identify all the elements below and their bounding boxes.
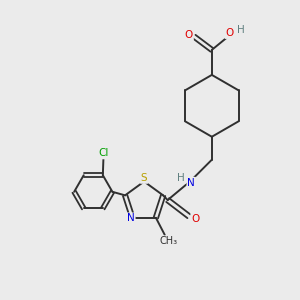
Text: CH₃: CH₃	[159, 236, 177, 246]
Text: N: N	[187, 178, 195, 188]
Text: H: H	[177, 173, 185, 183]
Text: H: H	[236, 25, 244, 35]
Text: O: O	[191, 214, 200, 224]
Text: N: N	[127, 213, 135, 223]
Text: S: S	[141, 173, 147, 183]
Text: O: O	[185, 30, 193, 40]
Text: Cl: Cl	[98, 148, 109, 158]
Text: O: O	[225, 28, 234, 38]
